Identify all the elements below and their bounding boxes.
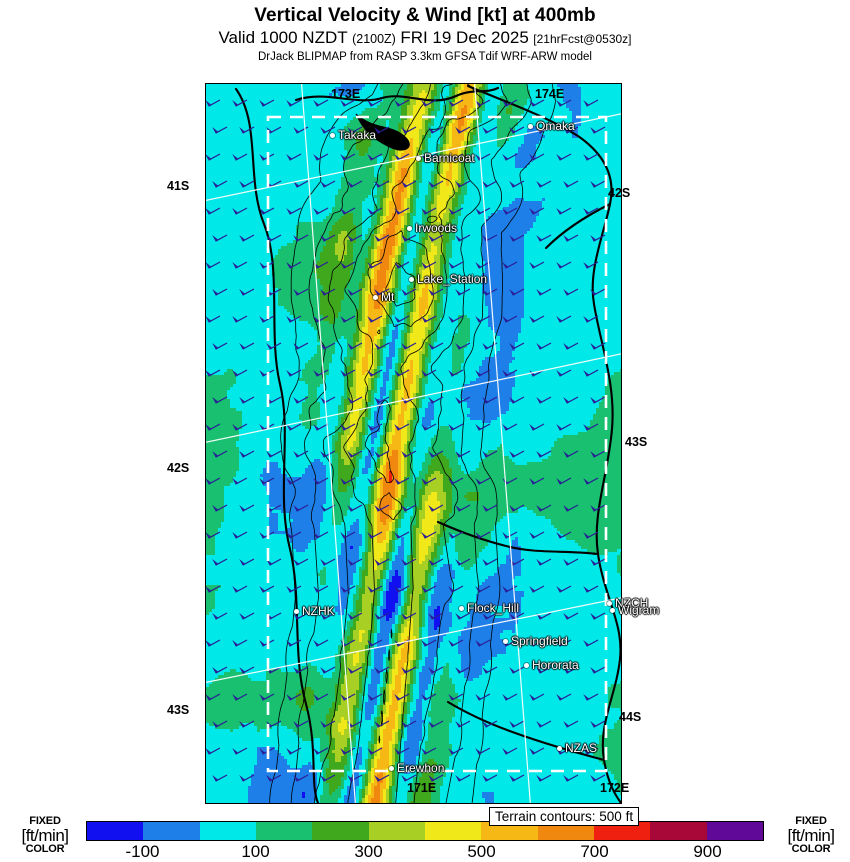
model-source-line: DrJack BLIPMAP from RASP 3.3km GFSA Tdif…: [0, 50, 850, 65]
page-title: Vertical Velocity & Wind [kt] at 400mb: [0, 4, 850, 27]
title-block: Vertical Velocity & Wind [kt] at 400mb V…: [0, 0, 850, 65]
colorbar-tick-700: 700: [580, 842, 608, 862]
colorbar-segment-5: [369, 822, 425, 840]
colorbar-tick--100: -100: [125, 842, 159, 862]
colorbar-tick-100: 100: [241, 842, 269, 862]
colorbar-tick-900: 900: [693, 842, 721, 862]
colorbar-tick-300: 300: [354, 842, 382, 862]
colorbar-segment-3: [256, 822, 312, 840]
grid-label-43S: 43S: [167, 703, 189, 717]
colorbar-gradient[interactable]: [86, 821, 764, 841]
colorbar-tick-500: 500: [467, 842, 495, 862]
date-text: FRI 19 Dec 2025: [400, 28, 529, 47]
map-frame: [205, 83, 622, 804]
terrain-contour-note: Terrain contours: 500 ft: [489, 807, 639, 826]
colorbar-legend-left: FIXED [ft/min] COLOR: [2, 816, 88, 855]
grid-label-41S: 41S: [167, 179, 189, 193]
colorbar-color-label-left: COLOR: [2, 844, 88, 855]
colorbar-segment-2: [200, 822, 256, 840]
grid-label-173E: 173E: [331, 87, 360, 101]
colorbar-legend-right: FIXED [ft/min] COLOR: [768, 816, 850, 855]
colorbar-row: FIXED [ft/min] COLOR FIXED [ft/min] COLO…: [0, 810, 850, 860]
grid-label-42S: 42S: [167, 461, 189, 475]
map-raster: [206, 84, 621, 803]
colorbar-units-right: [ft/min]: [768, 827, 850, 844]
grid-label-42S: 42S: [608, 186, 630, 200]
grid-label-171E: 171E: [407, 781, 436, 795]
valid-time-text: Valid 1000 NZDT: [218, 28, 347, 47]
subtitle-line: Valid 1000 NZDT (2100Z) FRI 19 Dec 2025 …: [0, 27, 850, 50]
grid-label-43S: 43S: [625, 435, 647, 449]
colorbar-segment-10: [650, 822, 706, 840]
forecast-tag: [21hrFcst@0530z]: [533, 32, 631, 46]
colorbar-segment-4: [312, 822, 368, 840]
colorbar-segment-0: [87, 822, 143, 840]
grid-label-172E: 172E: [600, 781, 629, 795]
colorbar-units-left: [ft/min]: [2, 827, 88, 844]
colorbar-segment-11: [707, 822, 763, 840]
place-label: Wigram: [618, 603, 659, 617]
colorbar-segment-1: [143, 822, 199, 840]
grid-label-174E: 174E: [535, 87, 564, 101]
grid-label-44S: 44S: [619, 710, 641, 724]
colorbar-segment-6: [425, 822, 481, 840]
colorbar-color-label-right: COLOR: [768, 844, 850, 855]
z-time-text: (2100Z): [352, 32, 396, 46]
